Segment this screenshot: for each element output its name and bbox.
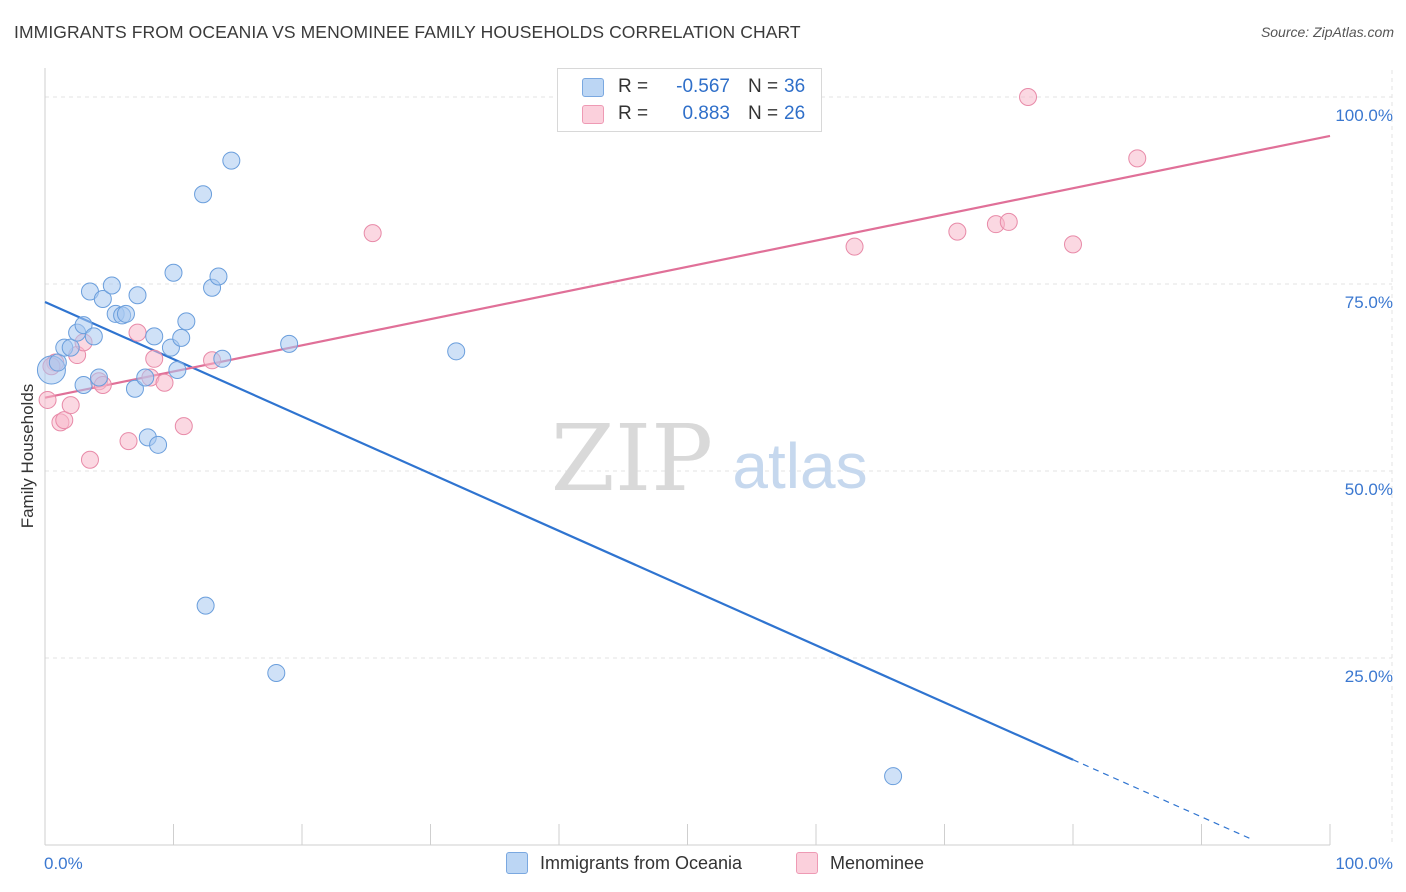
watermark-zip: ZIP <box>551 405 713 512</box>
point-menominee <box>80 450 99 469</box>
point-menominee <box>145 349 164 368</box>
point-oceania <box>164 263 183 282</box>
series-swatch-menominee <box>796 852 818 874</box>
point-oceania <box>145 327 164 346</box>
series-legend-item-oceania[interactable]: Immigrants from Oceania <box>506 852 742 874</box>
point-oceania <box>884 767 903 786</box>
point-menominee <box>1064 235 1082 254</box>
point-oceania <box>74 316 93 335</box>
point-oceania <box>136 368 155 387</box>
point-oceania <box>194 185 213 204</box>
point-menominee <box>1019 88 1038 106</box>
legend-r-value: 0.883 <box>682 103 730 124</box>
x-tick-label-end: 100.0% <box>1335 854 1393 873</box>
trendline-oceania <box>44 300 1074 761</box>
y-tick-label: 100.0% <box>1335 106 1393 125</box>
legend-n-value: 26 <box>784 103 806 124</box>
point-oceania <box>93 289 112 308</box>
legend-n-label: N = <box>748 76 779 97</box>
axis-layer <box>44 68 1331 846</box>
series-swatch-oceania <box>506 852 528 874</box>
legend-row-menominee: R = 0.883 N = 26 <box>582 102 805 126</box>
point-oceania <box>128 286 147 305</box>
point-menominee <box>845 237 864 256</box>
source-credit: Source: ZipAtlas.com <box>1260 24 1394 40</box>
trendlines <box>44 134 1331 841</box>
point-oceania <box>177 312 196 331</box>
legend-r-label: R = <box>618 76 649 97</box>
chart-title: IMMIGRANTS FROM OCEANIA VS MENOMINEE FAM… <box>14 22 801 42</box>
point-oceania <box>116 304 135 323</box>
data-points <box>36 88 1147 786</box>
point-oceania <box>209 267 228 286</box>
point-oceania <box>125 379 144 398</box>
y-tick-label: 50.0% <box>1345 480 1393 499</box>
point-oceania <box>168 361 187 380</box>
trendline-oceania-extension <box>1072 759 1254 841</box>
watermark: ZIP atlas <box>551 405 868 512</box>
point-oceania <box>61 338 80 357</box>
point-oceania <box>89 368 108 387</box>
point-menominee <box>155 373 174 392</box>
point-oceania <box>213 349 232 368</box>
x-tick-label-start: 0.0% <box>44 854 83 873</box>
point-menominee <box>55 411 74 430</box>
point-oceania <box>84 327 103 346</box>
legend-row-oceania: R = -0.567 N = 36 <box>582 75 805 99</box>
legend-n-label: N = <box>748 103 779 124</box>
trendline-menominee <box>44 134 1331 399</box>
point-menominee <box>363 224 382 243</box>
legend-swatch-oceania <box>582 77 604 97</box>
grid-layer <box>45 70 1393 845</box>
point-menominee <box>174 417 193 436</box>
point-oceania <box>149 435 168 454</box>
point-oceania <box>102 276 121 295</box>
tick-labels: 100.0% 75.0% 50.0% 25.0% 0.0% 100.0% <box>44 106 1393 873</box>
point-oceania <box>74 375 93 394</box>
point-oceania <box>447 342 466 361</box>
point-menominee <box>38 390 57 409</box>
y-tick-label: 75.0% <box>1345 293 1393 312</box>
point-menominee <box>119 432 138 451</box>
point-menominee <box>128 323 147 342</box>
point-oceania <box>222 151 241 170</box>
legend-r-label: R = <box>618 103 649 124</box>
legend-n-value: 36 <box>784 76 806 97</box>
point-menominee <box>61 396 80 415</box>
correlation-legend: R = -0.567 N = 36 R = 0.883 N = 26 <box>557 68 822 132</box>
series-legend-label: Immigrants from Oceania <box>540 852 743 873</box>
point-menominee <box>1128 149 1147 168</box>
point-oceania <box>48 353 67 372</box>
point-menominee <box>948 222 967 241</box>
legend-swatch-menominee <box>582 104 604 124</box>
point-menominee <box>999 212 1018 231</box>
series-legend-label: Menominee <box>830 852 925 873</box>
y-tick-label: 25.0% <box>1345 667 1393 686</box>
point-oceania <box>280 334 299 353</box>
point-oceania <box>267 663 286 682</box>
point-oceania <box>172 328 191 347</box>
series-legend-item-menominee[interactable]: Menominee <box>796 852 924 874</box>
legend-r-value: -0.567 <box>676 76 730 97</box>
series-legend: Immigrants from Oceania Menominee <box>0 852 1406 878</box>
watermark-atlas: atlas <box>732 430 867 502</box>
point-oceania <box>196 596 215 615</box>
